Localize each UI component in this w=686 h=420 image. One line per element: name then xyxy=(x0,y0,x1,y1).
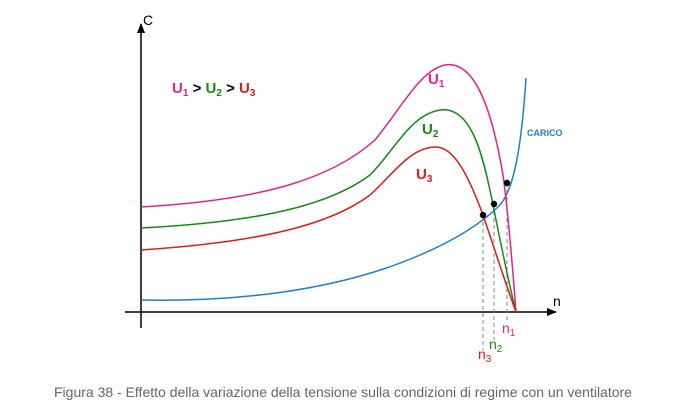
u1-curve-label-sub: 1 xyxy=(439,79,445,90)
u2-curve-label-main: U xyxy=(422,121,433,138)
u1-curve-label-main: U xyxy=(428,71,439,88)
n1-label: n1 xyxy=(502,320,516,339)
u1-curve xyxy=(140,64,517,313)
x-axis-label: n xyxy=(553,293,561,309)
intersection-point-u3 xyxy=(479,211,487,219)
n2-label-sub: 2 xyxy=(497,344,503,355)
figure-caption: Figura 38 - Effetto della variazione del… xyxy=(54,384,632,400)
carico-curve xyxy=(140,77,527,301)
voltage-order-legend: U1 > U2 > U3 xyxy=(172,80,256,99)
u2-curve-label-sub: 2 xyxy=(433,129,439,140)
legend-u2-sub: 2 xyxy=(216,88,222,99)
torque-speed-diagram: C n U1 > U2 > U3 U1 U2 U3 CARICO n1 n2 n… xyxy=(125,12,563,365)
legend-u2: U xyxy=(206,80,217,97)
intersection-point-u2 xyxy=(490,200,498,208)
n3-label-sub: 3 xyxy=(486,354,492,365)
n3-label-main: n xyxy=(478,346,486,362)
intersection-point-u1 xyxy=(503,179,511,187)
u3-curve-label: U3 xyxy=(416,166,433,185)
legend-gt-2: > xyxy=(222,80,239,97)
u3-curve xyxy=(140,146,517,313)
u2-curve-label: U2 xyxy=(422,121,439,140)
legend-gt-1: > xyxy=(188,80,205,97)
n1-label-sub: 1 xyxy=(510,328,516,339)
n2-label: n2 xyxy=(489,336,503,355)
n2-label-main: n xyxy=(489,336,497,352)
u3-curve-label-main: U xyxy=(416,166,427,183)
u3-curve-label-sub: 3 xyxy=(427,174,433,185)
legend-u1: U xyxy=(172,80,183,97)
legend-u1-sub: 1 xyxy=(183,88,189,99)
carico-curve-label: CARICO xyxy=(527,128,563,138)
y-axis-label: C xyxy=(143,12,153,28)
legend-u3: U xyxy=(239,80,250,97)
u2-curve xyxy=(140,109,517,313)
u1-curve-label: U1 xyxy=(428,71,445,90)
legend-u3-sub: 3 xyxy=(250,88,256,99)
n3-label: n3 xyxy=(478,346,492,365)
n1-label-main: n xyxy=(502,320,510,336)
